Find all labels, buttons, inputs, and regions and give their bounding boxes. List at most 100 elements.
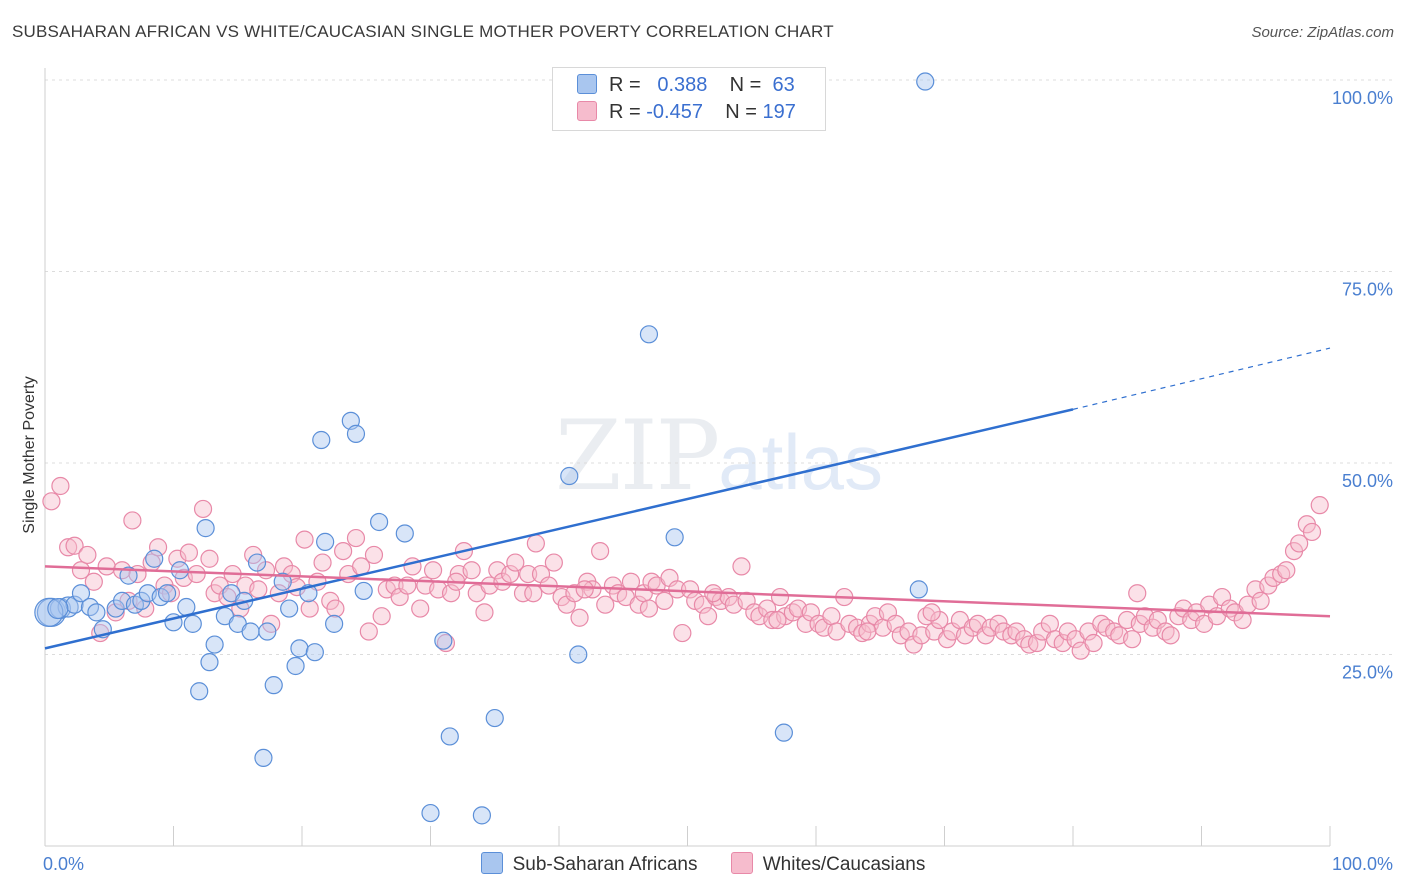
pink-point [575,580,594,599]
blue-point [434,631,453,650]
pink-point [423,561,443,580]
watermark: ZIPatlas [555,400,883,512]
series-name-blue: Sub-Saharan Africans [512,854,698,875]
pink-point [796,614,815,633]
pink-point [42,492,61,511]
pink-point [1027,633,1047,653]
pink-point [65,536,84,555]
blue-point [196,519,215,538]
pink-point [680,580,700,599]
whites-caucasians-points [42,476,1329,660]
watermark-zip: ZIP [555,400,720,512]
trend-lines [44,347,1331,650]
legend-r-value-pink: -0.457 [646,101,703,123]
pink-point [1128,584,1147,603]
pink-point [295,530,314,549]
series-legend-pink: Whites/Caucasians [730,852,925,876]
pink-point [955,626,975,645]
pink-point [1161,626,1180,645]
pink-point [732,557,751,576]
legend-r-value-blue: 0.388 [657,74,708,96]
blue-point [916,72,935,91]
pink-point [313,553,332,572]
watermark-atlas: atlas [718,418,883,506]
pink-point [462,561,481,580]
pink-point [1251,591,1270,610]
pink-point [51,476,70,496]
blue-point [485,708,504,728]
blue-point [290,639,309,658]
blue-point [247,553,267,572]
pink-point [193,499,213,519]
pink-point [822,607,841,626]
y-tick-label: 50.0% [1342,471,1393,491]
series-swatch-blue [480,852,503,874]
pink-point [526,534,545,553]
pink-point [364,545,384,565]
blue-point [312,430,331,450]
pink-point [1040,614,1059,633]
legend-n-label: N = [729,74,762,96]
x-tick-label-end: 100.0% [1332,854,1393,874]
pink-point [106,603,125,622]
pink-point [346,528,366,548]
blue-point [370,512,389,532]
pink-point [161,584,181,603]
blue-point [200,653,219,672]
blue-point [47,597,69,620]
pink-point [168,549,187,568]
blue-point [395,524,414,543]
x-tick-label-start: 0.0% [43,854,84,874]
legend-swatch-pink [577,101,597,121]
pink-point [475,603,494,622]
blue-point [909,580,928,599]
blue-point [354,581,373,601]
legend-row-pink: R = -0.457 N = 197 [577,101,796,127]
blue-point [190,682,209,701]
blue-point [639,325,659,344]
pink-point [596,595,615,614]
legend-swatch-blue [577,74,597,94]
trend-line-blue [44,408,1074,650]
blue-point [157,584,177,603]
y-tick-label: 75.0% [1342,280,1393,300]
blue-point [254,748,273,768]
blue-point [65,595,84,614]
trend-line-pink [44,565,1331,618]
series-swatch-pink [730,852,753,874]
blue-point [305,643,324,662]
legend-n-label: N = [725,101,757,123]
pink-point [300,599,319,618]
pink-point [524,584,543,603]
y-tick-label: 25.0% [1342,663,1393,683]
pink-point [71,561,91,580]
pink-point [519,564,538,584]
blue-point [119,566,138,585]
pink-point [768,610,787,630]
pink-point [411,599,430,618]
pink-point [583,580,602,599]
pink-point [84,572,103,591]
pink-point [1302,522,1322,542]
pink-point [698,607,718,626]
pink-point [187,564,206,584]
pink-point [1007,622,1026,641]
blue-point [316,532,335,551]
blue-point [421,803,440,823]
pink-point [639,599,659,618]
pink-point [123,511,142,530]
pink-point [506,553,525,572]
blue-point [774,723,793,742]
pink-point [436,633,456,653]
pink-point [673,623,692,643]
pink-point [359,622,378,641]
pink-point [501,564,520,584]
pink-point [922,603,941,622]
pink-point [59,538,78,557]
sub-saharan-africans-points [34,72,935,825]
blue-point [560,466,579,486]
pink-point [493,572,512,591]
pink-point [1290,534,1309,553]
pink-point [565,584,584,603]
